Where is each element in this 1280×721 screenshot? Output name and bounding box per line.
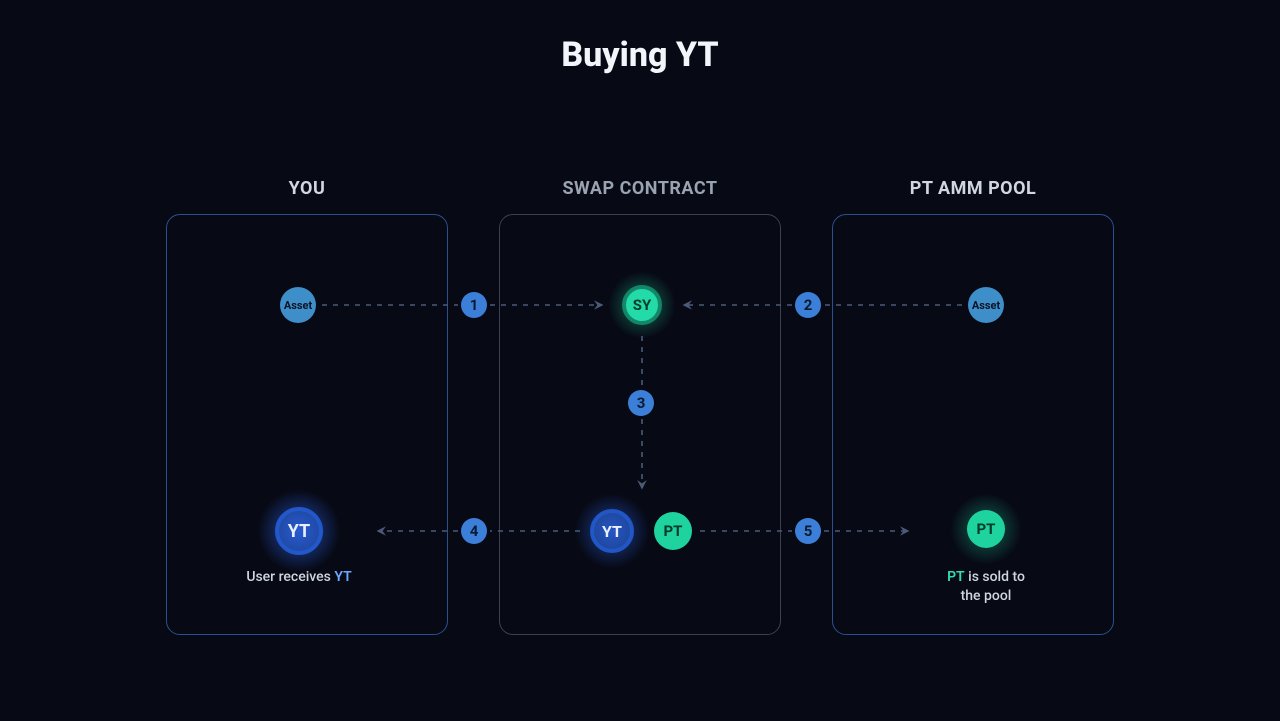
step-badge-5: 5	[795, 518, 821, 544]
token-you-asset: Asset	[280, 287, 316, 323]
page-title: Buying YT	[0, 35, 1280, 75]
token-swap-sy: SY	[622, 285, 662, 325]
step-badge-2: 2	[795, 292, 821, 318]
caption-cap-you: User receives YT	[246, 568, 351, 587]
column-label-swap: SWAP CONTRACT	[562, 178, 717, 199]
token-pool-asset: Asset	[968, 287, 1004, 323]
step-badge-1: 1	[461, 292, 487, 318]
column-label-pool: PT AMM POOL	[910, 178, 1037, 199]
caption-cap-pool: PT is sold to the pool	[947, 568, 1025, 606]
token-pool-pt: PT	[967, 510, 1005, 548]
token-swap-yt: YT	[590, 509, 634, 553]
token-swap-pt: PT	[654, 512, 692, 550]
column-label-you: YOU	[289, 178, 326, 199]
step-badge-3: 3	[628, 390, 654, 416]
step-badge-4: 4	[461, 518, 487, 544]
token-you-yt: YT	[275, 507, 323, 555]
